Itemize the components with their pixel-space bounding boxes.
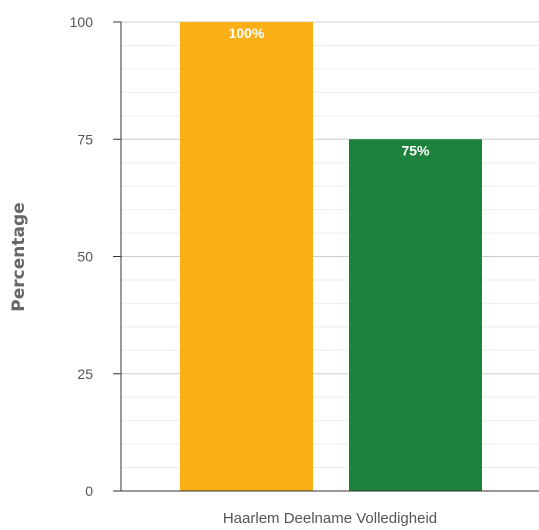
y-tick-label: 100	[70, 14, 94, 30]
y-tick-label: 25	[77, 366, 93, 382]
y-tick-label: 50	[77, 249, 93, 265]
x-axis-label: Haarlem Deelname Volledigheid	[223, 510, 437, 527]
bar-1	[180, 22, 313, 491]
y-tick-label: 75	[77, 131, 93, 147]
y-tick-label: 0	[85, 483, 93, 499]
data-label-1: 100%	[229, 25, 265, 41]
bar-2	[349, 139, 482, 491]
data-label-2: 75%	[401, 142, 430, 158]
y-ticks: 0 25 50 75 100	[70, 14, 121, 499]
bars	[180, 22, 482, 491]
data-labels: 100% 75%	[229, 25, 430, 158]
y-axis-label: Percentage	[9, 202, 29, 311]
